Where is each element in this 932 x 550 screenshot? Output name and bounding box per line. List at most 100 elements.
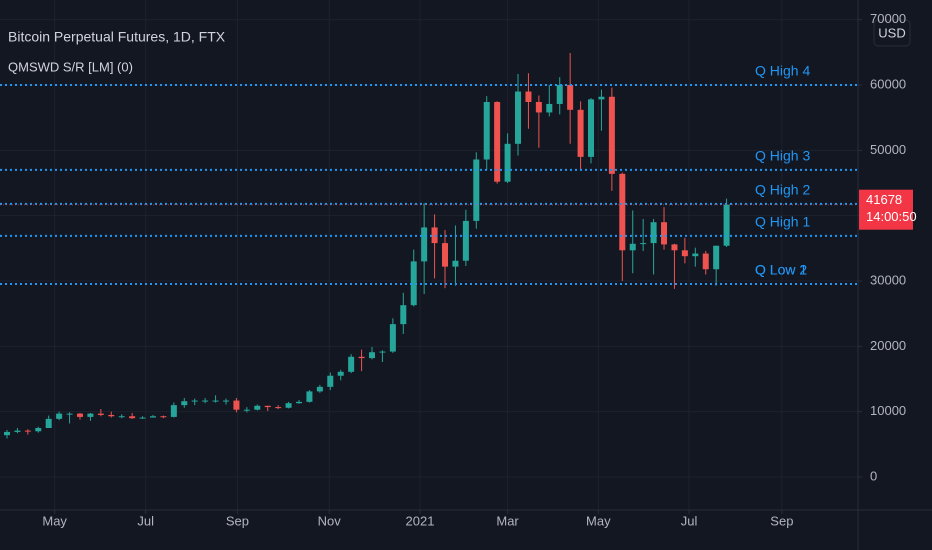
candle-body — [285, 403, 292, 408]
candle-body — [348, 356, 355, 372]
candle-body — [160, 416, 167, 418]
candle-body — [494, 101, 501, 182]
candle-body — [191, 400, 198, 402]
level-label: Q High 2 — [755, 182, 810, 198]
currency-button[interactable] — [873, 19, 911, 47]
candle-body — [275, 407, 282, 409]
candle-body — [181, 401, 188, 406]
y-tick-label: 10000 — [870, 403, 906, 418]
candle-body — [400, 305, 407, 325]
candle-body — [713, 245, 720, 270]
candle-body — [462, 220, 469, 261]
candle-body — [264, 405, 271, 408]
candle-body — [525, 91, 532, 102]
candle-body — [619, 173, 626, 251]
candle-body — [452, 260, 459, 267]
candle-body — [473, 159, 480, 221]
candle-body — [97, 413, 104, 415]
x-tick-label: May — [42, 513, 67, 528]
candle-body — [296, 401, 303, 404]
candle-body — [233, 400, 240, 410]
candle-body — [212, 400, 219, 402]
candle-body — [431, 227, 438, 244]
level-label: Q Low 1 — [755, 262, 807, 278]
x-tick-label: Nov — [318, 513, 342, 528]
candle-body — [379, 351, 386, 353]
x-tick-label: Sep — [770, 513, 793, 528]
candle-body — [45, 418, 52, 429]
level-label: Q High 3 — [755, 148, 810, 164]
candles-layer — [3, 52, 730, 439]
candle-body — [608, 96, 615, 174]
candle-body — [650, 222, 657, 244]
x-tick-label: May — [586, 513, 611, 528]
currency-label[interactable]: USD — [878, 25, 905, 40]
axis-layer: 010000200003000040000500006000070000MayJ… — [0, 11, 917, 528]
y-tick-label: 0 — [870, 468, 877, 483]
candle-body — [35, 428, 42, 432]
y-tick-label: 20000 — [870, 338, 906, 353]
candle-body — [76, 413, 83, 417]
candle-body — [546, 103, 553, 113]
level-label: Q High 1 — [755, 214, 810, 230]
x-tick-label: Mar — [496, 513, 519, 528]
level-label: Q High 4 — [755, 63, 810, 79]
candle-body — [702, 253, 709, 270]
candle-body — [442, 243, 449, 267]
candle-body — [358, 356, 365, 359]
candle-body — [202, 400, 209, 402]
indicator-name: QMSWD S/R [LM] (0) — [8, 59, 133, 74]
candle-body — [535, 101, 542, 113]
price-label: 41678 — [866, 192, 902, 207]
candle-body — [723, 204, 730, 246]
candle-body — [421, 227, 428, 262]
candle-body — [369, 352, 376, 359]
candle-body — [149, 416, 156, 418]
price-badge — [859, 189, 913, 230]
candle-body — [316, 386, 323, 392]
y-tick-label: 70000 — [870, 11, 906, 26]
y-tick-label: 30000 — [870, 272, 906, 287]
candle-body — [640, 243, 647, 245]
x-tick-label: Sep — [226, 513, 249, 528]
candle-body — [222, 400, 229, 402]
candle-body — [410, 261, 417, 306]
candle-body — [504, 143, 511, 182]
candle-body — [66, 413, 73, 415]
chart-title: Bitcoin Perpetual Futures, 1D, FTX — [8, 29, 226, 45]
x-tick-label: 2021 — [406, 513, 435, 528]
candle-body — [243, 409, 250, 411]
candle-body — [118, 416, 125, 418]
candle-body — [598, 96, 605, 100]
candle-body — [129, 416, 136, 419]
candle-body — [24, 430, 31, 432]
candle-body — [577, 109, 584, 157]
candle-body — [139, 417, 146, 419]
x-tick-label: Jul — [137, 513, 154, 528]
grid-layer — [0, 0, 858, 510]
candle-body — [681, 250, 688, 257]
candle-body — [14, 430, 21, 432]
candle-body — [671, 244, 678, 251]
level-label: Q Low 2 — [755, 262, 807, 278]
candle-body — [567, 85, 574, 110]
countdown-label: 14:00:50 — [866, 209, 917, 224]
candle-body — [3, 431, 10, 436]
candle-body — [692, 253, 699, 257]
candle-body — [327, 375, 334, 387]
candle-body — [87, 413, 94, 417]
candle-body — [661, 222, 668, 245]
candle-body — [170, 405, 177, 417]
candle-body — [108, 414, 115, 417]
candle-body — [56, 413, 63, 419]
candle-body — [556, 85, 563, 104]
y-tick-label: 50000 — [870, 142, 906, 157]
candle-body — [389, 324, 396, 352]
candle-body — [254, 405, 261, 410]
levels-layer: Q High 4 Q High 3 Q High 2 Q High 1 Q Low 1Q… — [0, 63, 858, 285]
y-tick-label: 60000 — [870, 76, 906, 91]
candle-body — [483, 101, 490, 160]
candle-body — [306, 391, 313, 402]
